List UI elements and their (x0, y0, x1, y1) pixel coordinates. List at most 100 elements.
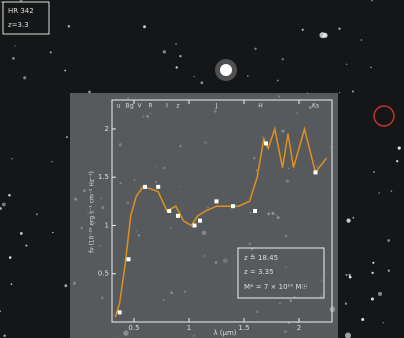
star (396, 159, 399, 163)
star (348, 275, 352, 279)
star (1, 202, 6, 207)
star (23, 76, 27, 80)
star (175, 43, 177, 45)
star (64, 69, 67, 72)
y-tick-label: 0.5 (98, 270, 109, 278)
star (345, 273, 348, 277)
star (200, 81, 204, 85)
star (370, 297, 374, 301)
star (8, 256, 12, 259)
legend-text: M* = 7 × 10¹⁰ M☉ (244, 283, 308, 291)
star (11, 158, 13, 160)
band-label: H (258, 103, 263, 110)
x-tick-label: 0.5 (128, 324, 139, 332)
star (301, 28, 304, 31)
band-label: z (176, 103, 179, 110)
band-label: u (117, 103, 121, 110)
data-point (156, 184, 161, 189)
legend-box (237, 247, 325, 299)
star (378, 291, 383, 297)
data-point (253, 209, 257, 213)
data-point (264, 141, 268, 146)
star (361, 318, 365, 321)
star (372, 261, 375, 264)
star (0, 1, 3, 3)
star (397, 146, 401, 150)
star (3, 334, 6, 337)
star (276, 79, 279, 82)
band-label: g (130, 103, 134, 110)
star (346, 218, 351, 223)
star (387, 269, 390, 272)
star (67, 25, 71, 28)
band-label: Ks (312, 103, 319, 110)
x-axis-label: λ (μm) (213, 329, 236, 337)
label-box (2, 1, 50, 35)
y-tick-label: 1 (105, 221, 109, 229)
star (371, 271, 374, 275)
star (246, 75, 249, 77)
star (360, 39, 362, 41)
star (143, 25, 147, 29)
star (345, 63, 348, 66)
y-tick-label: 1.5 (98, 173, 109, 181)
target-circle (373, 105, 395, 127)
data-point (126, 257, 131, 262)
star (49, 51, 52, 54)
star (344, 302, 348, 305)
star (348, 273, 351, 277)
y-axis-label: fν (10⁻²⁹ erg s⁻¹ cm⁻² Hz⁻¹) (89, 171, 96, 253)
star (65, 136, 68, 139)
x-tick-label: 1 (187, 324, 191, 332)
star (220, 64, 232, 76)
star (371, 0, 374, 2)
star (215, 59, 237, 81)
star (0, 207, 2, 210)
star (51, 161, 53, 163)
star (352, 216, 355, 219)
star (64, 284, 68, 288)
legend-text: z = 3.35 (244, 268, 274, 276)
data-point (176, 213, 180, 218)
data-point (143, 184, 147, 189)
plot-frame (111, 99, 333, 323)
band-label: J (215, 103, 218, 110)
band-label: R (148, 103, 152, 110)
field-label: HR 342 (8, 7, 34, 15)
x-tick-label: 2 (297, 324, 301, 332)
data-point (231, 204, 235, 209)
data-point (198, 218, 202, 223)
star (179, 55, 182, 58)
star (12, 57, 15, 60)
star (193, 75, 195, 78)
star (19, 232, 23, 235)
star (351, 90, 355, 93)
star (382, 322, 384, 324)
data-point (214, 199, 219, 204)
star (390, 190, 393, 192)
band-label: I (166, 103, 168, 110)
field-label: z=3.3 (8, 21, 29, 29)
y-tick-label: 2 (105, 125, 109, 133)
star (338, 91, 341, 94)
star (88, 90, 91, 94)
legend-text: z = 18.45 (244, 254, 278, 262)
star (175, 66, 178, 69)
star (0, 310, 1, 313)
star (14, 45, 16, 47)
band-label: V (137, 103, 142, 110)
star (254, 47, 257, 50)
star (338, 27, 341, 30)
star (10, 283, 13, 285)
star (322, 32, 328, 38)
star (370, 66, 372, 69)
star (387, 239, 391, 242)
star (25, 244, 28, 247)
star (373, 171, 375, 173)
star (281, 57, 284, 61)
star (378, 192, 380, 194)
star (52, 231, 54, 234)
inset-panel (70, 93, 338, 338)
data-point (117, 310, 122, 315)
